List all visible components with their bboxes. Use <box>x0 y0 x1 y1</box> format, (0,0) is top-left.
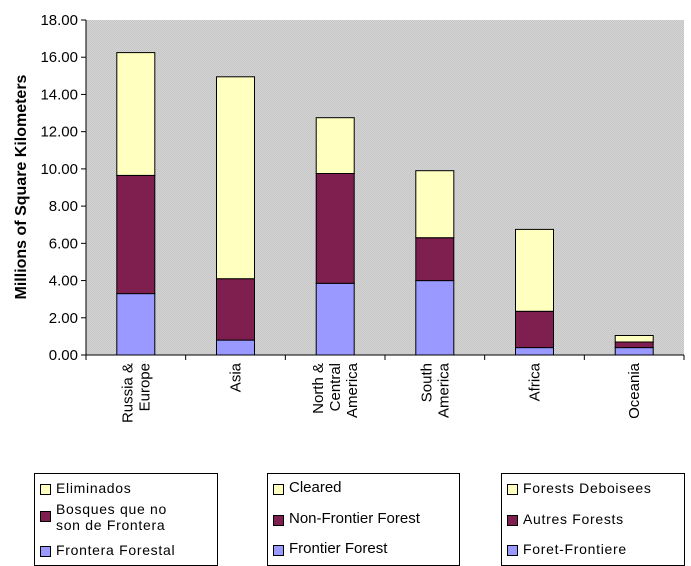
y-tick-label: 16.00 <box>40 49 78 66</box>
legend-item-cleared: Cleared <box>273 480 342 496</box>
legend-item-eliminados: Eliminados <box>40 480 131 496</box>
bar-segment <box>116 52 156 176</box>
bar-segment <box>116 174 156 295</box>
swatch-non-frontier <box>40 511 51 522</box>
x-tick-label: Oceania <box>626 362 643 419</box>
bar-segment <box>315 173 355 284</box>
y-tick-label: 0.00 <box>49 347 78 364</box>
bar-segment <box>216 76 255 280</box>
legend-item-frontier: Frontier Forest <box>273 541 387 557</box>
plot-area <box>86 20 684 355</box>
swatch-frontier <box>273 545 284 556</box>
x-tick-label: SouthAmerica <box>418 362 452 418</box>
bar-segment <box>614 335 654 343</box>
y-tick-label: 8.00 <box>49 198 78 215</box>
y-tick-label: 14.00 <box>40 86 78 103</box>
legend-item-deboisees: Forests Deboisees <box>507 480 652 496</box>
bar-segment <box>515 228 554 312</box>
legend-item-foret-frontiere: Foret-Frontiere <box>507 541 627 557</box>
legend-label: Bosques que no son de Frontera <box>56 501 167 533</box>
bar-segment <box>515 310 554 349</box>
x-tick-label: Asia <box>228 362 245 392</box>
bar-segment <box>415 280 455 356</box>
legend-label: Eliminados <box>56 480 132 496</box>
bar-segment <box>315 117 355 174</box>
y-tick-label: 6.00 <box>49 235 78 252</box>
y-tick-label: 4.00 <box>49 273 78 290</box>
swatch-cleared <box>40 484 51 495</box>
y-tick-label: 12.00 <box>40 124 78 141</box>
legend-label: Autres Forests <box>523 511 624 527</box>
swatch-non-frontier <box>507 515 518 526</box>
bar-segment <box>515 347 554 356</box>
bar-segment <box>614 347 654 356</box>
legend-item-frontera: Frontera Forestal <box>40 542 175 558</box>
bar-segment <box>415 170 455 239</box>
swatch-cleared <box>507 484 518 495</box>
y-tick-label: 2.00 <box>49 310 78 327</box>
chart: 0.00 2.00 4.00 6.00 8.00 10.00 12.00 14.00 16.00… <box>13 12 685 423</box>
legend-french: Forests Deboisees Autres Forests Foret-F… <box>501 473 685 566</box>
bar-segment <box>216 278 255 341</box>
y-tick-label: 10.00 <box>40 161 78 178</box>
legend-item-autres: Autres Forests <box>507 511 624 527</box>
bar-segment <box>216 339 255 356</box>
x-tick-label: Africa <box>527 362 544 401</box>
bar-segment <box>315 282 355 356</box>
legend-label: Forests Deboisees <box>523 480 652 496</box>
legend-spanish: Eliminados Bosques que no son de Fronter… <box>34 473 218 566</box>
legend-label: Frontera Forestal <box>56 542 176 558</box>
y-tick-label: 18.00 <box>40 12 78 29</box>
swatch-cleared <box>273 484 284 495</box>
legend-label: Foret-Frontiere <box>523 541 627 557</box>
legend-english: Cleared Non-Frontier Forest Frontier For… <box>267 473 460 566</box>
legend-label: Non-Frontier Forest <box>289 510 420 527</box>
legend-item-bosques: Bosques que no son de Frontera <box>40 501 167 533</box>
y-axis-label: Millions of Square Kilometers <box>13 74 30 299</box>
legend-label: Cleared <box>289 479 342 496</box>
legend-label: Frontier Forest <box>289 540 388 557</box>
bar-segment <box>415 237 455 282</box>
x-tick-label: Russia &Europe <box>119 363 153 423</box>
bar-segment <box>116 293 156 356</box>
legend-item-non-frontier: Non-Frontier Forest <box>273 511 420 527</box>
swatch-frontier <box>40 546 51 557</box>
swatch-non-frontier <box>273 515 284 526</box>
bar-segment <box>614 341 654 349</box>
x-tick-label: North &CentralAmerica <box>310 362 361 418</box>
swatch-frontier <box>507 545 518 556</box>
